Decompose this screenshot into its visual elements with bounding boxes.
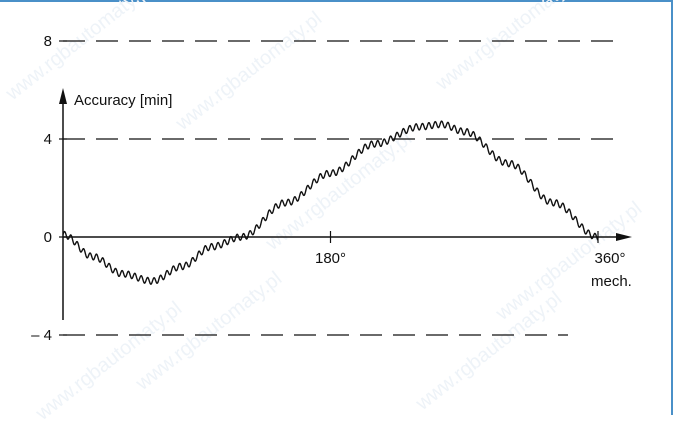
y-tick-label: – 4 [31, 327, 52, 344]
y-axis-arrowhead [59, 88, 67, 104]
tick-marks [59, 40, 599, 336]
y-tick-label: 0 [44, 229, 52, 246]
x-axis-arrowhead [616, 233, 632, 241]
y-tick-label: 8 [44, 33, 52, 50]
tick-labels: 8 4 0 – 4 180° 360° [31, 33, 625, 344]
y-tick-label: 4 [44, 131, 52, 148]
accuracy-curve-series [62, 120, 599, 286]
axes [59, 88, 632, 320]
x-tick-label: 360° [594, 250, 625, 267]
x-axis-label: mech. [591, 273, 632, 290]
y-axis-label: Accuracy [min] [74, 92, 172, 109]
x-tick-label: 180° [315, 250, 346, 267]
accuracy-chart: 8 4 0 – 4 180° 360° Accuracy [min] mech. [31, 33, 632, 344]
reference-lines [63, 40, 618, 336]
